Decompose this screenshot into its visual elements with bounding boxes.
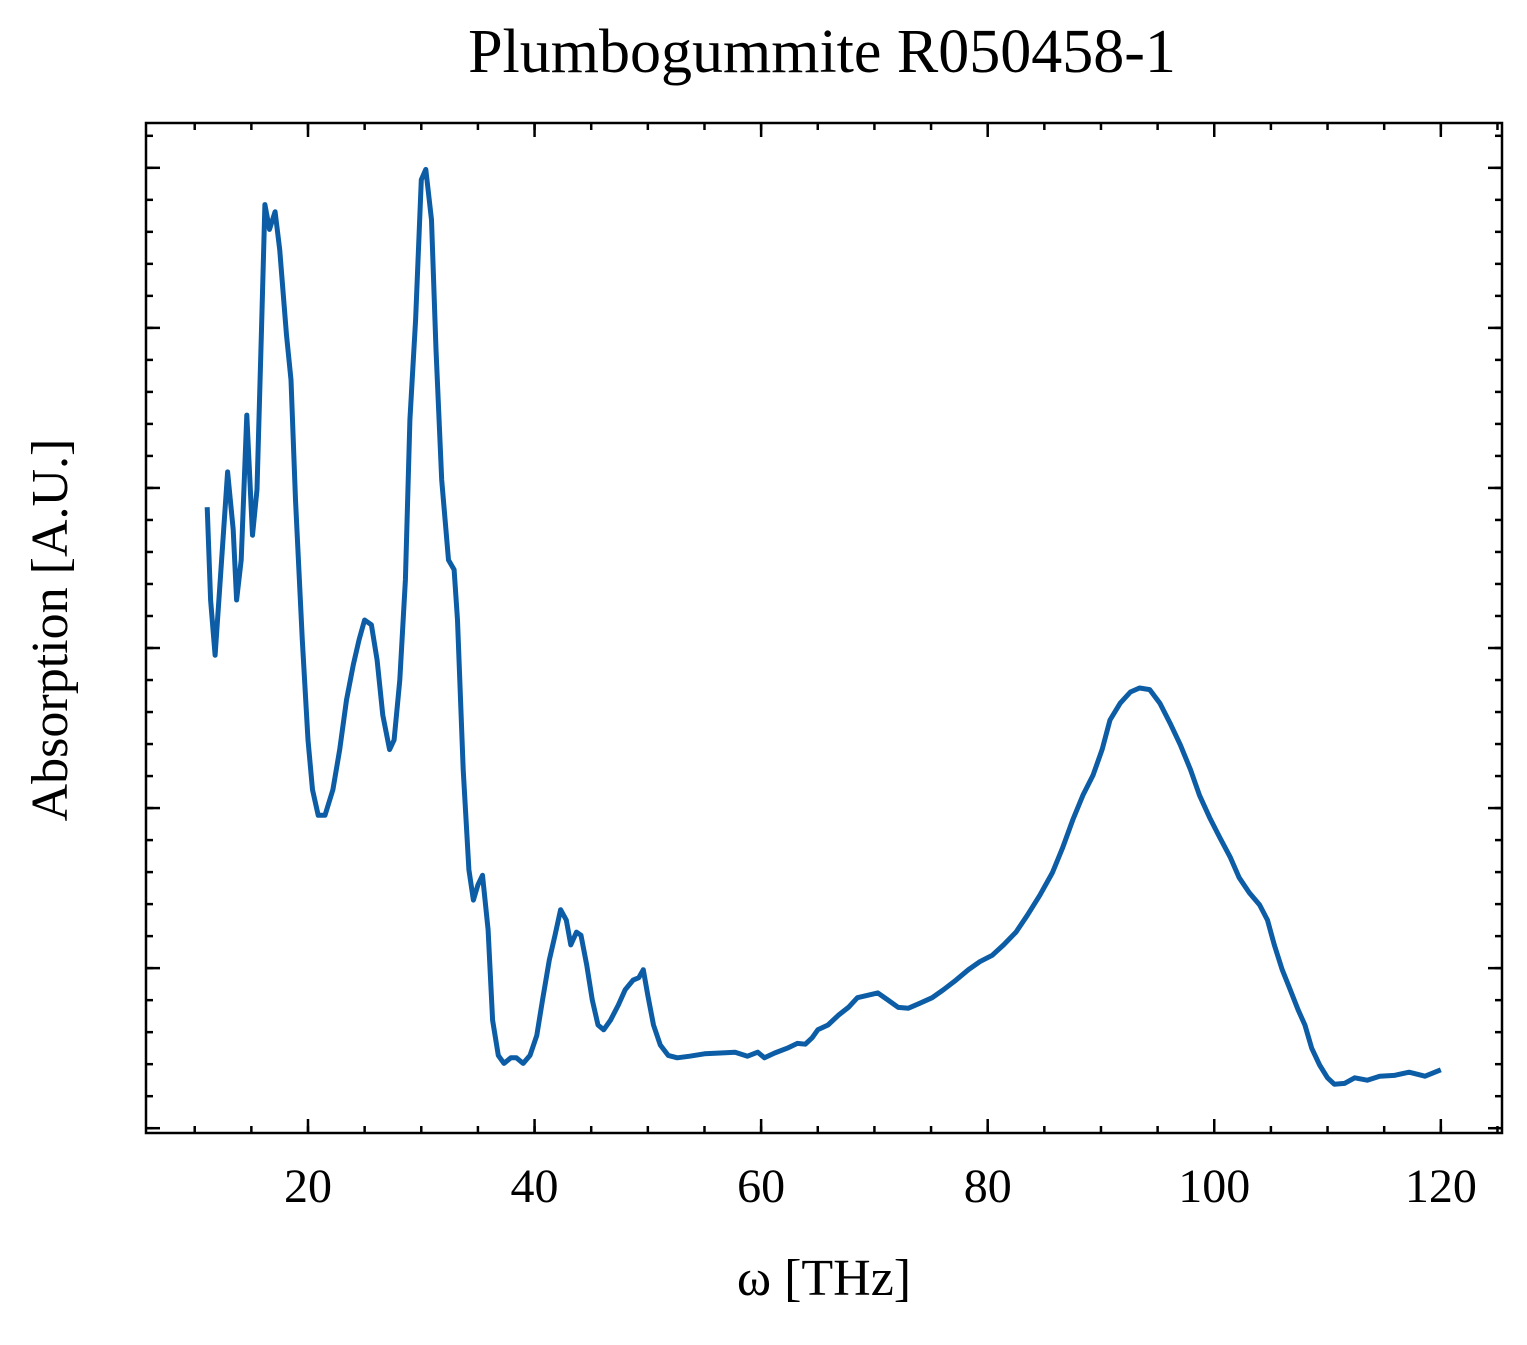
x-tick-label: 80 bbox=[964, 1160, 1012, 1213]
plot-frame bbox=[144, 121, 1504, 1135]
x-axis-label: ω [THz] bbox=[737, 1250, 911, 1307]
data-line bbox=[204, 166, 1442, 1087]
chart-title: Plumbogummite R050458-1 bbox=[468, 18, 1176, 86]
x-tick-label: 40 bbox=[511, 1160, 559, 1213]
y-axis-label: Absorption [A.U.] bbox=[22, 439, 79, 822]
x-tick-label: 120 bbox=[1405, 1160, 1477, 1213]
x-tick-label: 100 bbox=[1178, 1160, 1250, 1213]
x-tick-label: 20 bbox=[284, 1160, 332, 1213]
x-tick-label: 60 bbox=[737, 1160, 785, 1213]
